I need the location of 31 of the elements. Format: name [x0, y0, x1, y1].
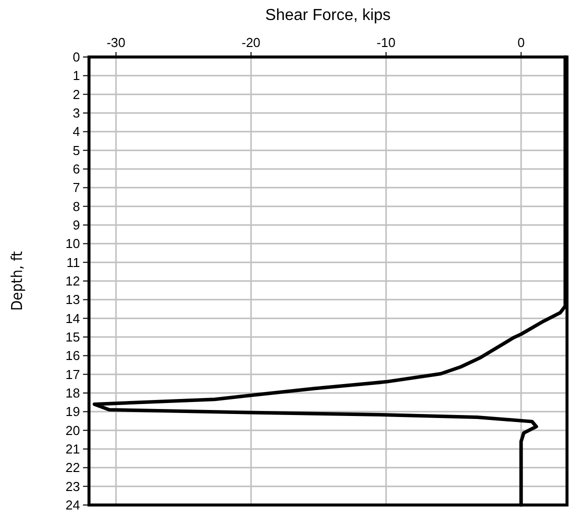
y-tick-label: 16 [66, 348, 80, 364]
y-tick-label: 17 [66, 366, 80, 382]
y-tick-label: 11 [66, 254, 80, 270]
y-tick-label: 22 [66, 460, 80, 476]
x-axis-title: Shear Force, kips [265, 7, 391, 24]
y-tick-label: 1 [72, 68, 80, 84]
x-tick-label: -10 [376, 35, 396, 50]
y-tick-label: 13 [66, 292, 80, 308]
y-tick-label: 24 [66, 498, 80, 513]
y-tick-label: 2 [72, 86, 80, 102]
y-tick-label: 19 [66, 404, 80, 420]
y-tick-label: 18 [66, 386, 80, 401]
y-tick-label: 9 [72, 218, 80, 233]
y-tick-label: 14 [66, 310, 80, 326]
y-tick-label: 21 [66, 442, 80, 457]
y-tick-label: 4 [72, 124, 80, 140]
y-tick-label: 20 [66, 422, 80, 438]
y-tick-label: 3 [72, 106, 80, 121]
x-tick-label: -20 [242, 35, 260, 50]
x-tick-label: -30 [106, 35, 126, 50]
y-axis-title: Depth, ft [8, 251, 26, 311]
y-tick-label: 0 [72, 50, 80, 65]
y-tick-label: 10 [66, 236, 80, 252]
y-tick-label: 6 [72, 162, 80, 177]
y-tick-label: 8 [72, 198, 80, 214]
y-tick-label: 15 [66, 330, 80, 345]
x-tick-label: 0 [517, 35, 525, 50]
y-tick-label: 23 [66, 478, 80, 494]
y-tick-label: 7 [72, 180, 80, 196]
y-tick-label: 5 [72, 142, 80, 158]
y-tick-label: 12 [66, 274, 80, 289]
